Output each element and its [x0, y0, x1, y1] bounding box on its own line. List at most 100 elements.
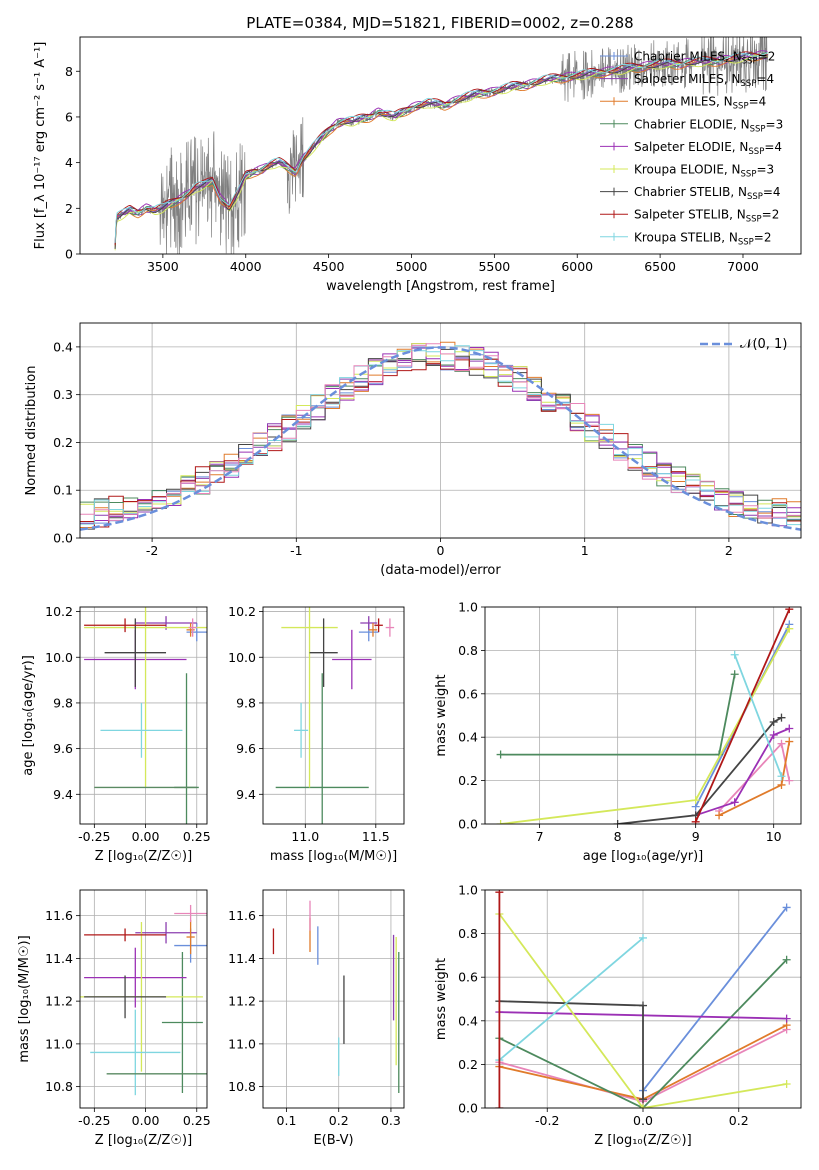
x-tick-label: 1	[581, 543, 589, 558]
y-tick-label: 0.4	[53, 339, 73, 354]
y-axis-label: age [log₁₀(age/yr)]	[21, 655, 36, 776]
error-bar-point	[368, 622, 378, 637]
y-tick-label: 11.4	[45, 951, 73, 966]
y-axis-label: mass [log₁₀(M/M☉)]	[17, 935, 32, 1062]
y-tick-label: 10.2	[45, 604, 73, 619]
x-tick-label: 2	[725, 543, 733, 558]
y-tick-label: 9.4	[53, 787, 73, 802]
y-tick-label: 0.0	[458, 817, 478, 832]
panel-age_vs_Z: -0.25 0.00 0.25 9.4 9.6 9.8 10.0 10.2 Z [log₁₀(Z…	[21, 604, 211, 864]
x-tick-label: 0.25	[183, 1113, 211, 1128]
panel-mass_vs_ebv: 0.1 0.2 0.3 10.8 11.0 11.2 11.4 11.6 E(B-V)	[228, 889, 405, 1148]
x-tick-label: 6500	[644, 259, 676, 274]
weight-marker	[730, 650, 739, 659]
error-bar-point	[385, 618, 395, 637]
error-bar-point	[84, 607, 207, 788]
axes-frame	[484, 889, 802, 1109]
y-tick-label: 9.6	[236, 741, 256, 756]
error-bar-point	[90, 1009, 181, 1096]
error-bar-point	[309, 618, 338, 687]
y-tick-label: 0.4	[458, 730, 478, 745]
error-bar-point	[281, 607, 338, 788]
gaussian-curve	[80, 346, 801, 531]
y-tick-label: 2	[65, 201, 73, 216]
x-tick-label: -0.25	[78, 829, 110, 844]
legend-label: Salpeter MILES, NSSP=4	[634, 72, 774, 89]
plot-area	[275, 607, 395, 824]
y-tick-label: 0.0	[53, 531, 73, 546]
weight-marker	[777, 739, 786, 748]
y-tick-label: 0.2	[458, 773, 478, 788]
panel-residuals: -2 -1 0 1 2 0.0 0.1 0.2 0.3 0.4 (data-model)/error…	[24, 322, 802, 578]
x-tick-label: 0.2	[329, 1113, 349, 1128]
legend-label: Kroupa MILES, NSSP=4	[634, 95, 766, 112]
y-tick-label: 9.6	[53, 741, 73, 756]
y-tick-label: 0.2	[53, 435, 73, 450]
model-spectrum-line	[114, 51, 768, 246]
weight-marker	[785, 724, 794, 733]
weight-line	[733, 654, 783, 777]
y-tick-label: 11.0	[228, 1036, 256, 1051]
x-tick-label: 3500	[147, 259, 179, 274]
x-tick-label: 8	[614, 829, 622, 844]
y-tick-label: 9.8	[53, 695, 73, 710]
plot-area	[272, 900, 400, 1094]
panel-mass_vs_Z: -0.25 0.00 0.25 10.8 11.0 11.2 11.4 11.6 Z [log₁…	[17, 889, 211, 1148]
plot-area	[80, 904, 207, 1096]
weight-marker	[777, 780, 786, 789]
x-tick-label: 0.2	[729, 1113, 749, 1128]
weight-marker	[715, 811, 724, 820]
model-spectrum-line	[114, 52, 768, 243]
x-tick-label: 0.25	[183, 829, 211, 844]
error-bar-point	[84, 947, 187, 1008]
weight-marker	[769, 718, 778, 727]
x-tick-label: 0.0	[633, 1113, 653, 1128]
y-tick-label: 0.0	[458, 1101, 478, 1116]
y-tick-label: 0.8	[458, 643, 478, 658]
legend-label: Chabrier ELODIE, NSSP=3	[634, 117, 783, 134]
axes-frame	[262, 889, 405, 1109]
weight-line	[617, 716, 782, 824]
x-axis-label: E(B-V)	[313, 1133, 353, 1148]
weight-marker	[782, 903, 791, 912]
error-bar-point	[84, 618, 167, 633]
y-tick-label: 0.6	[458, 970, 478, 985]
weight-marker	[785, 776, 794, 785]
weight-marker	[639, 1104, 647, 1108]
error-bar-point	[84, 975, 167, 1019]
plot-area	[84, 607, 207, 824]
weight-marker	[639, 1001, 647, 1010]
x-tick-label: -2	[146, 543, 158, 558]
error-bar-point	[174, 904, 207, 923]
weight-line	[498, 913, 787, 1108]
y-tick-label: 0.6	[458, 686, 478, 701]
y-tick-label: 10.8	[228, 1079, 256, 1094]
plot-area	[496, 607, 794, 824]
x-tick-label: 0.00	[132, 829, 160, 844]
weight-marker	[785, 607, 794, 614]
x-tick-label: 11.5	[362, 829, 390, 844]
panel-age_vs_mass: 11.0 11.5 9.4 9.6 9.8 10.0 10.2 mass [log₁₀(M/M…	[228, 604, 405, 864]
weight-line	[498, 937, 644, 1061]
axes-frame	[79, 36, 802, 255]
legend-label: Chabrier MILES, NSSP=2	[634, 50, 775, 67]
y-axis-label: mass weight	[434, 674, 449, 756]
x-tick-label: 10	[766, 829, 782, 844]
weight-marker	[730, 798, 739, 807]
y-tick-label: 11.2	[45, 994, 73, 1009]
weight-marker	[691, 817, 700, 824]
x-tick-label: 7000	[727, 259, 759, 274]
x-tick-label: -1	[290, 543, 302, 558]
weight-line	[499, 959, 788, 1108]
x-axis-label: age [log₁₀(age/yr)]	[583, 849, 704, 864]
y-tick-label: 11.6	[45, 908, 73, 923]
panel-spectrum: 3500 4000 4500 5000 5500 6000 6500 7000 0 2 4 6 8 wav…	[33, 36, 802, 294]
weight-marker	[496, 750, 505, 759]
weight-line	[500, 628, 791, 824]
legend-label: Salpeter ELODIE, NSSP=4	[634, 140, 782, 157]
x-tick-label: 4500	[313, 259, 345, 274]
y-tick-label: 0.2	[458, 1057, 478, 1072]
weight-marker	[495, 1104, 504, 1108]
model-spectrum-line	[114, 52, 768, 245]
x-tick-label: 5000	[396, 259, 428, 274]
